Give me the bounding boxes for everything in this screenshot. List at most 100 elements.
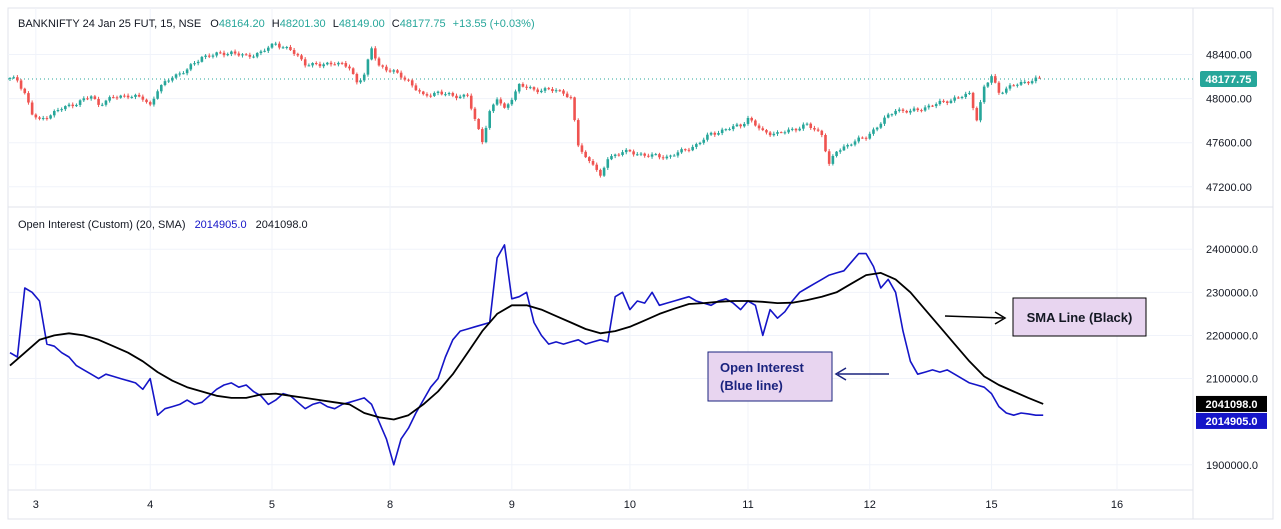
oi-tick-label: 1900000.0 [1206,460,1258,472]
candle-body [613,154,617,157]
candle-body [558,90,562,92]
oi-tick-label: 2300000.0 [1206,287,1258,299]
candle-body [680,149,683,153]
candle-body [820,130,824,135]
candle-body [838,150,842,152]
indicator-oi-value: 2014905.0 [195,219,247,231]
candle-body [982,86,986,103]
price-tick-label: 48400.00 [1206,50,1252,62]
candle-body [248,54,252,57]
oi-annotation-text-line2: (Blue line) [720,378,783,393]
candle-body [204,55,207,57]
candle-body [108,97,111,101]
candle-body [484,127,488,143]
symbol-text: BANKNIFTY 24 Jan 25 FUT, 15, NSE [18,18,201,30]
open-interest-line [9,244,1044,466]
candle-body [897,109,901,111]
candle-body [348,66,351,69]
candle-body [647,155,650,157]
candle-body [953,97,956,101]
price-tick-label: 47200.00 [1206,182,1252,194]
candle-body [38,117,41,119]
x-tick-label: 4 [147,499,153,511]
sma-annotation: SMA Line (Black) [944,297,1147,337]
candle-body [750,117,753,121]
candle-body [233,51,237,54]
candle-body [503,103,506,108]
candle-body [691,146,694,151]
candle-body [658,154,661,158]
candle-body [591,160,595,165]
candle-body [949,100,953,103]
sma-value-badge-text: 2041098.0 [1206,399,1258,411]
candle-body [565,93,569,98]
candle-body [1030,81,1034,84]
candle-body [986,82,990,87]
candle-body [318,63,322,67]
candle-body [824,134,827,152]
candle-body [1027,81,1030,84]
candle-body [300,55,303,60]
candle-body [521,83,525,87]
candle-body [123,95,126,97]
candle-body [52,111,56,116]
candle-body [661,157,665,159]
candle-body [126,95,130,98]
last-price-badge [1200,71,1257,88]
candle-body [200,56,204,62]
candle-body [850,144,853,146]
candle-body [429,95,432,97]
candle-body [12,77,15,79]
close-label: C [392,18,400,30]
candle-body [444,94,447,96]
candle-body [100,104,104,106]
candle-body [765,130,768,133]
candle-body [938,100,942,105]
candle-body [757,125,761,129]
candle-body [237,53,241,56]
candle-body [606,159,610,168]
candle-body [584,151,587,158]
candle-body [923,107,927,111]
x-tick-label: 9 [509,499,515,511]
candle-body [370,48,373,60]
candle-body [846,145,849,147]
candle-body [728,129,731,131]
candle-body [743,123,746,127]
candle-body [222,52,226,56]
candle-body [853,141,857,145]
candle-body [163,81,167,86]
candle-body [676,152,680,156]
candle-body [388,70,392,72]
candle-body [436,91,440,93]
candle-body [562,90,565,94]
candle-body [451,93,455,96]
candle-body [735,124,739,127]
candle-body [226,54,230,56]
candle-body [311,63,314,66]
price-tick-label: 48000.00 [1206,94,1252,106]
candle-body [624,149,628,153]
candle-body [75,104,78,107]
last-price-badge-text: 48177.75 [1206,74,1252,86]
candle-body [547,88,551,90]
candle-body [706,134,709,140]
candle-body [628,149,632,152]
candle-body [278,43,281,48]
candle-body [621,152,624,155]
candle-body [1001,92,1004,94]
candle-body [145,99,148,103]
candle-body [314,63,318,65]
candle-body [942,100,945,102]
candle-body [779,132,783,134]
candle-body [805,123,809,125]
candle-body [174,74,178,78]
candle-body [831,155,835,164]
candle-body [787,129,790,133]
candle-body [399,72,403,78]
candle-body [595,164,599,170]
candle-body [536,89,539,93]
candle-body [156,91,159,99]
candle-body [861,137,864,139]
indicator-legend: Open Interest (Custom) (20, SMA) 2014905… [18,219,308,231]
